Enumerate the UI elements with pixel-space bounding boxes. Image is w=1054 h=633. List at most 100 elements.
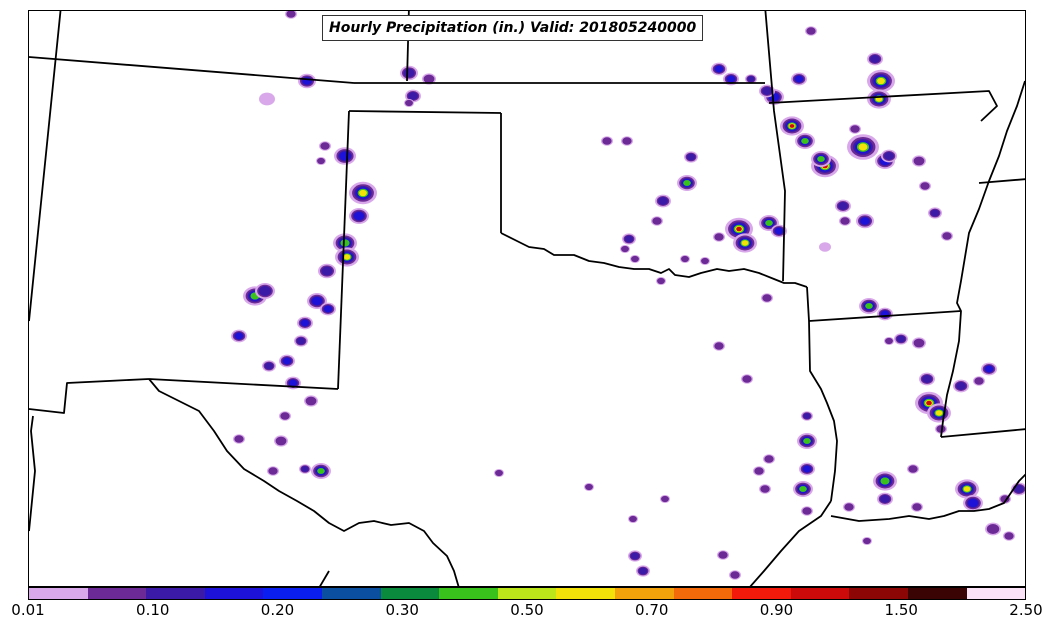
precip-cell	[793, 481, 813, 497]
colorbar-tick-labels: 0.01 0.10 0.20 0.30 0.50 0.70 0.90 1.50 2.50	[0, 601, 1054, 627]
precip-cell	[494, 469, 504, 477]
nm-mexico	[29, 378, 150, 414]
precip-cell	[761, 293, 773, 303]
precip-cell	[867, 69, 895, 93]
precip-cell	[973, 376, 985, 386]
precip-cell	[400, 65, 418, 81]
colorbar-tick-label: 0.01	[11, 601, 45, 619]
precip-cell	[259, 92, 275, 106]
precip-cell	[801, 506, 813, 516]
ar-la-border	[808, 310, 962, 322]
precip-cell	[320, 302, 336, 316]
precip-cell	[795, 133, 815, 149]
precip-cell	[877, 492, 893, 506]
precip-cell	[267, 466, 279, 476]
precip-cell	[333, 233, 357, 253]
map-canvas	[29, 11, 1025, 586]
precip-cell	[884, 337, 894, 345]
colorbar-tick-label: 0.50	[510, 601, 544, 619]
la-coast	[830, 473, 1025, 522]
colorbar-segment	[614, 588, 674, 599]
precip-cell	[294, 335, 308, 347]
precip-cell	[255, 283, 275, 299]
precip-cell	[298, 73, 316, 89]
precip-cell	[422, 73, 436, 85]
west-border	[29, 415, 36, 532]
precip-cell	[919, 372, 935, 386]
precip-cell	[912, 337, 926, 349]
precip-cell	[700, 257, 710, 265]
precip-cell	[745, 74, 757, 84]
map-title: Hourly Precipitation (in.) Valid: 201805…	[322, 15, 704, 41]
precip-cell	[859, 298, 879, 314]
colorbar-segment	[497, 588, 557, 599]
colorbar-tick-label: 0.30	[385, 601, 419, 619]
precip-cell	[839, 216, 851, 226]
precip-cell	[873, 471, 897, 491]
tx-la-border	[806, 286, 838, 502]
precip-cell	[801, 411, 813, 421]
precip-cell	[763, 454, 775, 464]
precip-cell	[680, 255, 690, 263]
colorbar-segment	[790, 588, 850, 599]
precip-cell	[907, 464, 919, 474]
precip-cell	[601, 136, 613, 146]
precip-cell	[231, 329, 247, 343]
precip-cell	[985, 522, 1001, 536]
colorbar-segment	[966, 588, 1026, 599]
precip-cell	[655, 194, 671, 208]
precip-cell	[843, 502, 855, 512]
precip-cell	[799, 462, 815, 476]
precip-cell	[1003, 531, 1015, 541]
colorbar-tick-label: 0.10	[136, 601, 170, 619]
precip-cell	[759, 484, 771, 494]
precip-cell	[894, 333, 908, 345]
precip-cell	[819, 242, 831, 252]
red-river	[500, 232, 808, 288]
colorbar-segment	[732, 588, 791, 599]
precip-cell	[349, 181, 377, 205]
ok-ar-border	[764, 11, 786, 282]
colorbar-segment	[439, 588, 498, 599]
precip-cell	[713, 341, 725, 351]
precip-cell	[791, 72, 807, 86]
colorbar-segment	[29, 588, 88, 599]
precip-cell	[334, 147, 356, 165]
colorbar-segment	[849, 588, 908, 599]
rio-grande	[148, 378, 460, 586]
precip-cell	[753, 466, 765, 476]
precip-cell	[311, 463, 331, 479]
colorbar-tick-label: 0.70	[635, 601, 669, 619]
gulf-coast	[749, 500, 832, 586]
precip-cell	[349, 208, 369, 224]
precip-cell	[941, 231, 953, 241]
precip-cell	[797, 433, 817, 449]
precip-cell	[299, 464, 311, 474]
ms-la-border	[940, 428, 1025, 438]
precip-cell	[279, 354, 295, 368]
mississippi-river	[940, 80, 1025, 438]
nm-tx-south	[148, 378, 339, 390]
precip-cell	[620, 245, 630, 253]
precip-cell	[335, 247, 359, 267]
precip-cell	[981, 362, 997, 376]
precip-cell	[717, 550, 729, 560]
precip-cell	[584, 483, 594, 491]
precip-cell	[867, 89, 891, 109]
mexico-south	[319, 570, 330, 586]
precip-cell	[847, 134, 879, 160]
precip-cell	[811, 151, 831, 167]
precip-cell	[713, 232, 725, 242]
precip-cell	[319, 141, 331, 151]
precip-cell	[733, 233, 757, 253]
precip-cell	[262, 360, 276, 372]
precip-cell	[622, 233, 636, 245]
precip-cell	[318, 263, 336, 279]
precip-cell	[636, 565, 650, 577]
precip-cell	[660, 495, 670, 503]
precip-cell	[630, 255, 640, 263]
precip-cell	[233, 434, 245, 444]
precip-cell	[656, 277, 666, 285]
precip-cell	[849, 124, 861, 134]
precip-cell	[677, 175, 697, 191]
